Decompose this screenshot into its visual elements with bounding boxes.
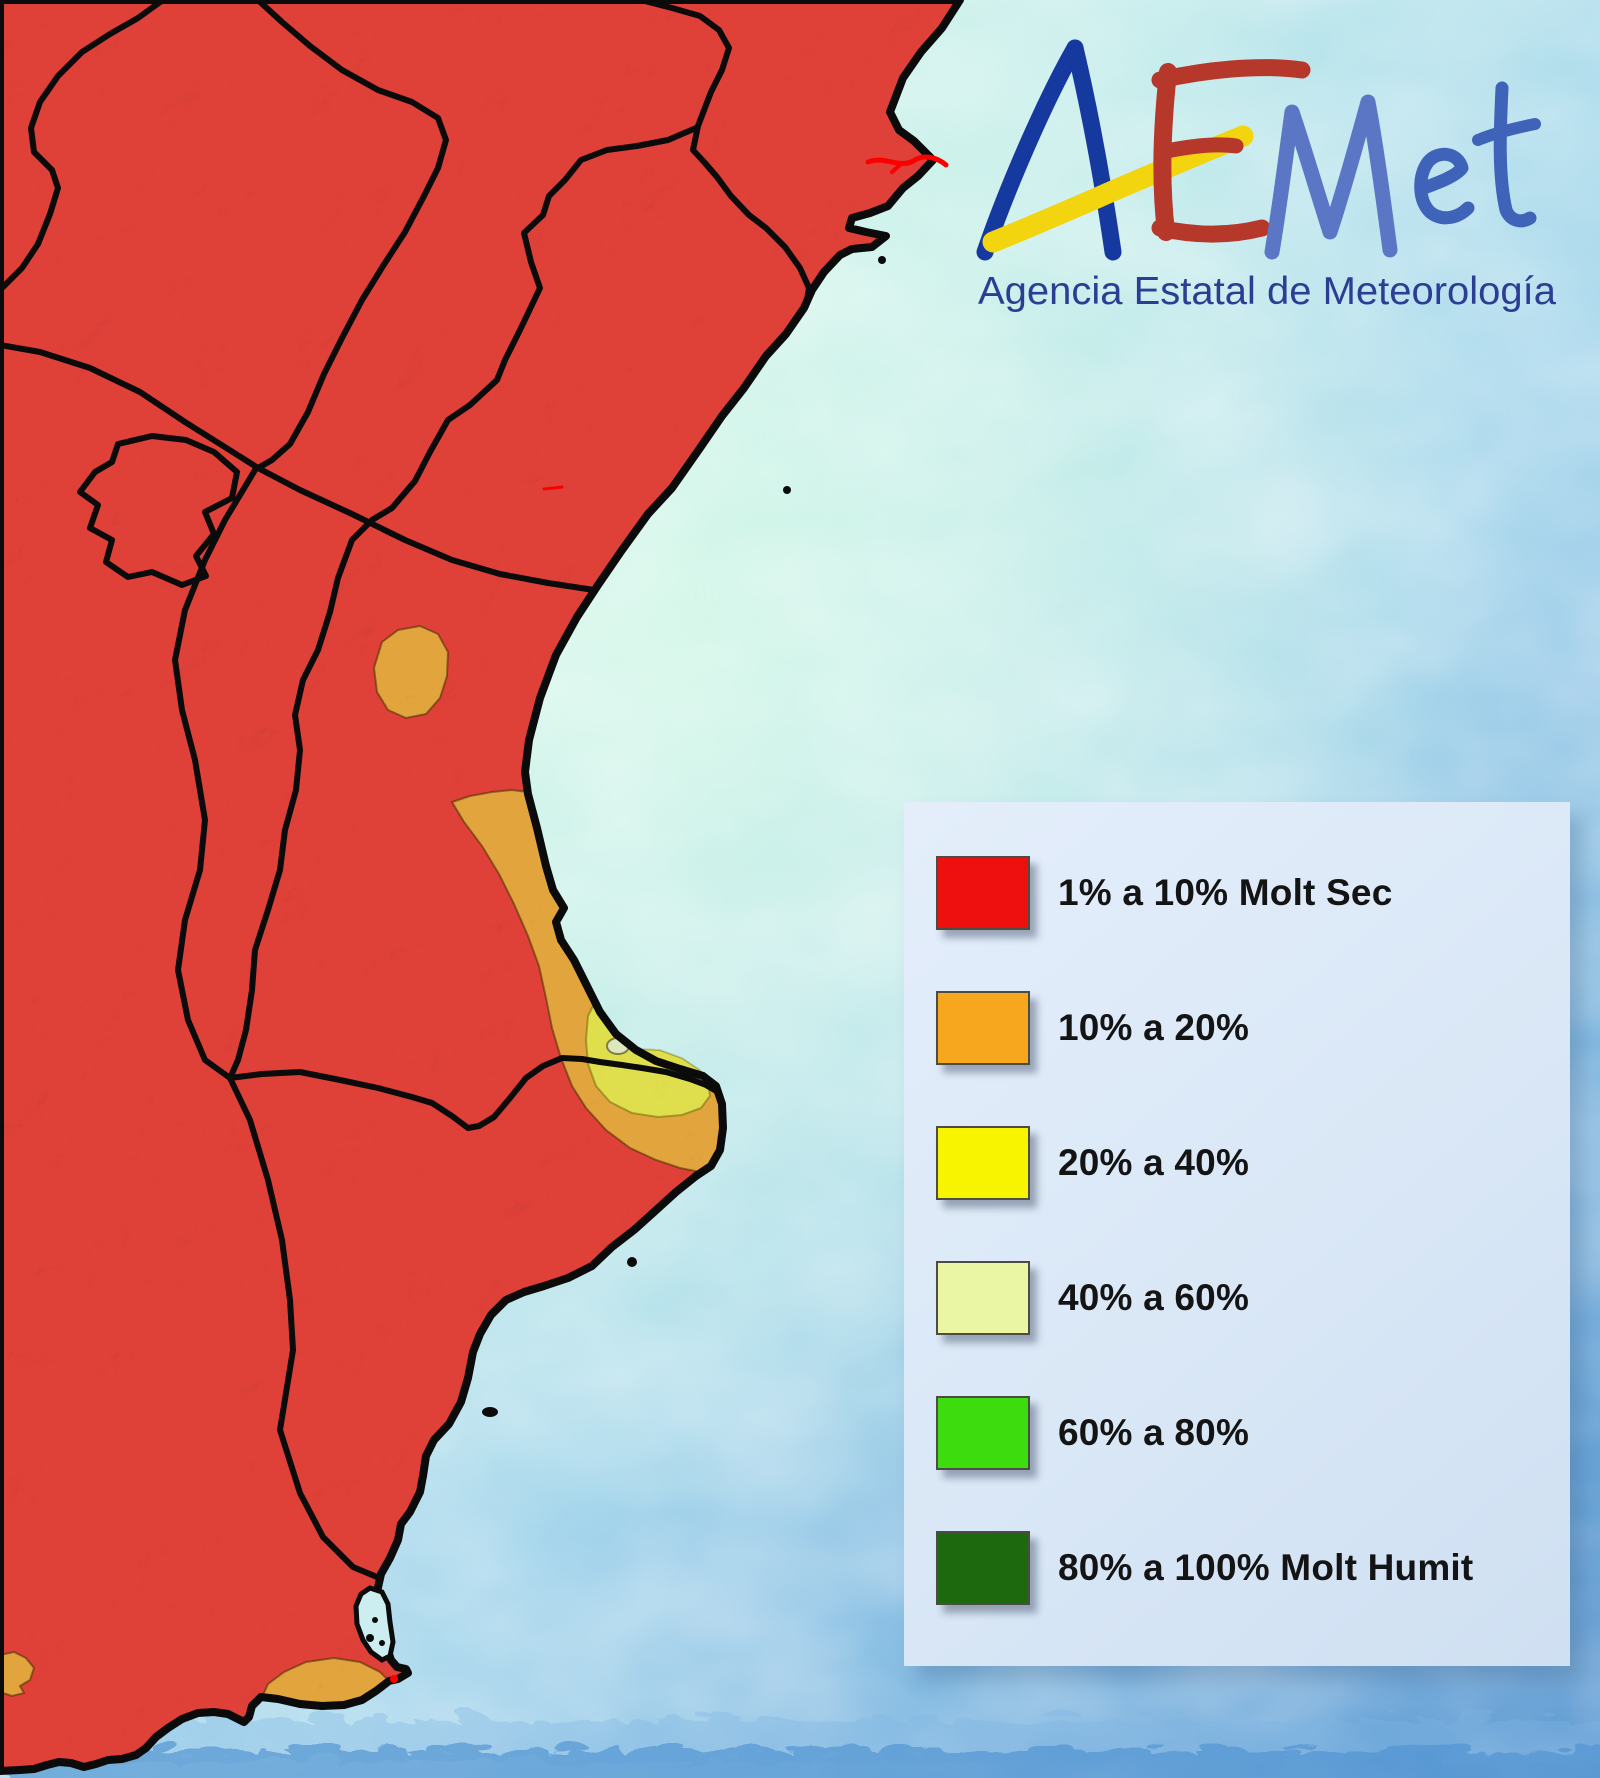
boundary — [0, 342, 597, 593]
boundary — [227, 1055, 721, 1131]
logo-subtitle: Agencia Estatal de Meteorología — [978, 270, 1556, 313]
logo-letter-e — [1151, 59, 1311, 243]
boundary — [172, 467, 380, 1580]
legend-panel: 1% a 10% Molt Sec 10% a 20% 20% a 40% 40… — [904, 802, 1570, 1666]
legend-item: 20% a 40% — [904, 1126, 1570, 1261]
legend-swatch-very-humid — [936, 1531, 1030, 1605]
legend-swatch-40-60 — [936, 1261, 1030, 1335]
legend-item: 80% a 100% Molt Humit — [904, 1531, 1570, 1666]
legend-swatch-60-80 — [936, 1396, 1030, 1470]
logo-letter-a — [976, 39, 1122, 261]
river-lines — [542, 154, 949, 491]
logo-letters-et — [1414, 81, 1541, 228]
legend-label: 1% a 10% Molt Sec — [1058, 872, 1393, 913]
legend-item: 10% a 20% — [904, 991, 1570, 1126]
legend-item: 40% a 60% — [904, 1261, 1570, 1396]
zone-10-20-inland — [372, 624, 450, 720]
legend-swatch-10-20 — [936, 991, 1030, 1065]
legend-label: 80% a 100% Molt Humit — [1058, 1547, 1474, 1588]
island-dots — [366, 256, 886, 1646]
boundary — [255, 0, 449, 471]
legend-swatch-very-dry — [936, 856, 1030, 930]
aemet-logo — [976, 39, 1541, 261]
boundary — [227, 125, 699, 1081]
legend-label: 40% a 60% — [1058, 1277, 1250, 1318]
sea-deep-band — [0, 1742, 1600, 1778]
legend-label: 10% a 20% — [1058, 1007, 1250, 1048]
zone-10-20-west-edge — [0, 1650, 36, 1698]
boundary — [77, 433, 240, 588]
boundary — [638, 0, 812, 309]
legend-swatch-20-40 — [936, 1126, 1030, 1200]
legend-label: 60% a 80% — [1058, 1412, 1250, 1453]
logo-letter-m — [1264, 94, 1398, 260]
boundary-lines — [0, 0, 960, 1771]
legend-item: 1% a 10% Molt Sec — [904, 856, 1570, 991]
boundary — [0, 0, 166, 293]
legend-label: 20% a 40% — [1058, 1142, 1250, 1183]
legend-item: 60% a 80% — [904, 1396, 1570, 1531]
river-mouth-dot — [390, 1675, 398, 1683]
